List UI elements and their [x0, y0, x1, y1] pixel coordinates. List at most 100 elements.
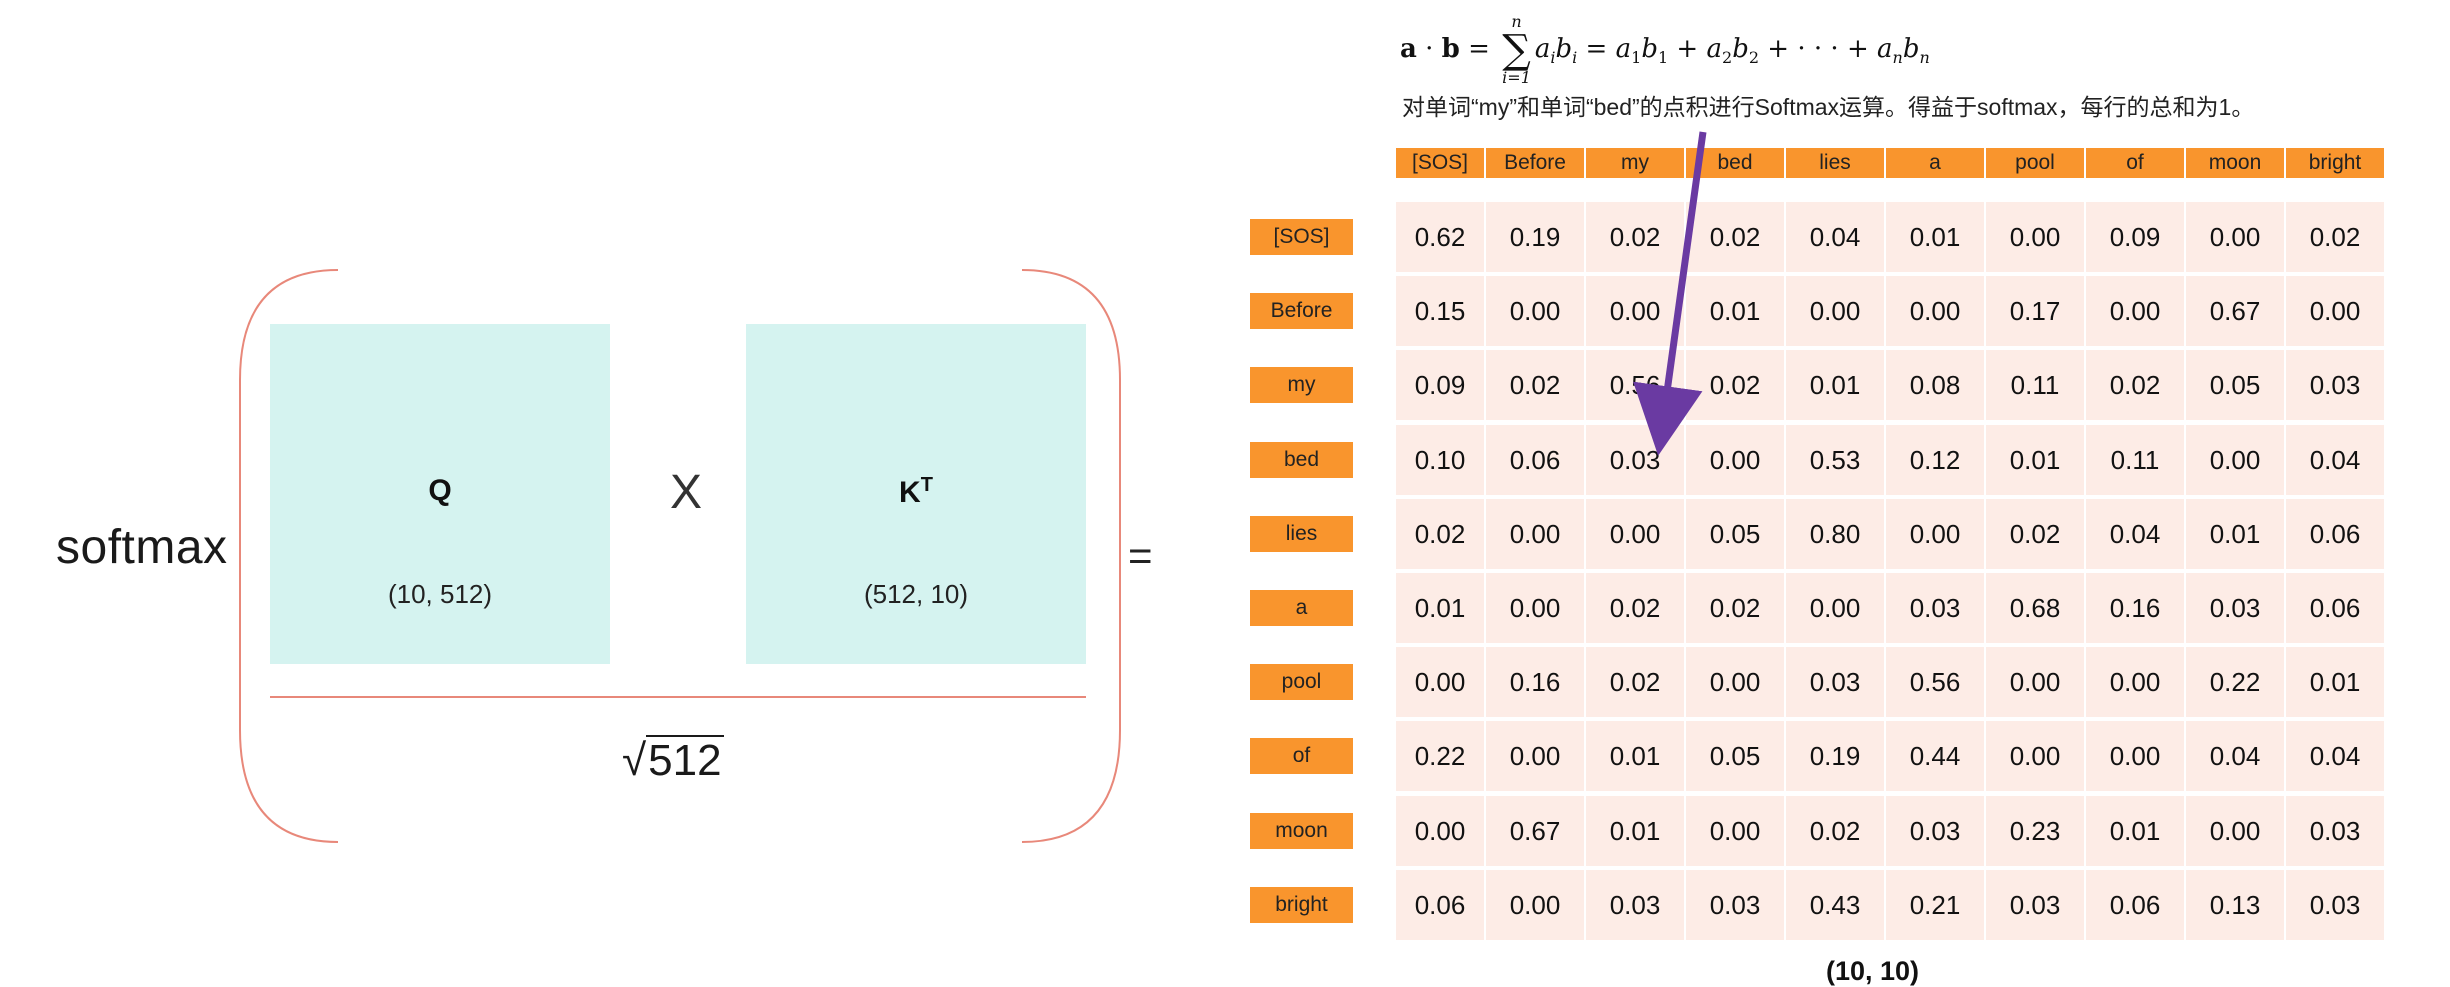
- table-cell: 0.03: [1886, 795, 1984, 866]
- table-cell: 0.09: [1396, 350, 1484, 421]
- table-cell: 0.08: [1886, 350, 1984, 421]
- table-cell: 0.11: [2086, 424, 2184, 495]
- table-cell: 0.06: [2286, 498, 2384, 569]
- table-cell: 0.03: [2286, 795, 2384, 866]
- table-cell: 0.03: [2186, 573, 2284, 643]
- table-cell: 0.03: [2286, 350, 2384, 421]
- sqrt-value: 512: [646, 735, 724, 785]
- table-cell: 0.00: [1396, 647, 1484, 718]
- table-cell: 0.03: [2286, 869, 2384, 940]
- summation-icon: n ∑ i=1: [1502, 12, 1531, 87]
- table-cell: 0.04: [2086, 498, 2184, 569]
- table-cell: 0.05: [2186, 350, 2284, 421]
- row-header: [SOS]: [1250, 219, 1353, 255]
- table-cell: 0.00: [1486, 573, 1584, 643]
- table-cell: 0.00: [2086, 276, 2184, 347]
- table-cell: 0.02: [2086, 350, 2184, 421]
- table-cell: 0.44: [1886, 721, 1984, 792]
- table-cell: 0.67: [1486, 795, 1584, 866]
- column-header: lies: [1786, 148, 1884, 178]
- row-header: moon: [1250, 812, 1353, 849]
- table-cell: 0.02: [1586, 647, 1684, 718]
- key-matrix-label: KT: [746, 474, 1086, 510]
- table-cell: 0.68: [1986, 573, 2084, 643]
- table-cell: 0.22: [1396, 721, 1484, 792]
- table-cell: 0.19: [1486, 202, 1584, 272]
- table-cell: 0.02: [1786, 795, 1884, 866]
- row-header: bed: [1250, 441, 1353, 478]
- table-cell: 0.03: [1986, 869, 2084, 940]
- table-cell: 0.06: [2086, 869, 2184, 940]
- table-cell: 0.05: [1686, 498, 1784, 569]
- table-cell: 0.01: [1686, 276, 1784, 347]
- row-header: of: [1250, 738, 1353, 775]
- query-matrix: Q (10, 512): [270, 324, 610, 664]
- table-cell: 0.00: [2186, 202, 2284, 272]
- table-cell: 0.02: [1686, 202, 1784, 272]
- table-cell: 0.00: [1886, 498, 1984, 569]
- table-cell: 0.04: [1786, 202, 1884, 272]
- table-cell: 0.17: [1986, 276, 2084, 347]
- sqrt-icon: √: [622, 736, 647, 785]
- table-cell: 0.02: [1686, 350, 1784, 421]
- table-cell: 0.00: [1986, 721, 2084, 792]
- table-cell: 0.03: [1786, 647, 1884, 718]
- table-cell: 0.21: [1886, 869, 1984, 940]
- table-cell: 0.56: [1886, 647, 1984, 718]
- table-cell: 0.00: [1986, 647, 2084, 718]
- table-cell: 0.04: [2286, 721, 2384, 792]
- dot-product-formula: a · b = n ∑ i=1 aibi = a1b1 + a2b2 + · · · …: [1400, 12, 1930, 87]
- table-cell: 0.05: [1686, 721, 1784, 792]
- table-cell: 0.00: [2186, 424, 2284, 495]
- table-cell: 0.04: [2186, 721, 2284, 792]
- table-cell: 0.01: [1586, 721, 1684, 792]
- table-cell: 0.01: [2186, 498, 2284, 569]
- table-cell: 0.00: [1986, 202, 2084, 272]
- column-header: moon: [2186, 148, 2284, 178]
- row-header: lies: [1250, 515, 1353, 552]
- table-cell: 0.00: [1786, 276, 1884, 347]
- table-cell: 0.02: [1586, 573, 1684, 643]
- table-cell: 0.11: [1986, 350, 2084, 421]
- equals-sign: =: [1128, 532, 1153, 579]
- table-cell: 0.13: [2186, 869, 2284, 940]
- table-cell: 0.00: [1686, 647, 1784, 718]
- table-cell: 0.00: [1786, 573, 1884, 643]
- table-cell: 0.02: [1686, 573, 1784, 643]
- table-cell: 0.02: [1396, 498, 1484, 569]
- query-matrix-shape: (10, 512): [387, 579, 493, 609]
- result-shape: (10, 10): [1826, 956, 1920, 986]
- table-cell: 0.06: [2286, 573, 2384, 643]
- table-cell: 0.56: [1586, 350, 1684, 421]
- table-cell: 0.01: [1786, 350, 1884, 421]
- table-cell: 0.12: [1886, 424, 1984, 495]
- multiply-sign: X: [670, 466, 703, 519]
- table-cell: 0.67: [2186, 276, 2284, 347]
- table-cell: 0.16: [2086, 573, 2184, 643]
- table-cell: 0.19: [1786, 721, 1884, 792]
- table-cell: 0.15: [1396, 276, 1484, 347]
- query-matrix-label: Q: [428, 474, 452, 507]
- table-cell: 0.01: [2286, 647, 2384, 718]
- table-cell: 0.00: [1586, 498, 1684, 569]
- sqrt-denominator: √512: [622, 735, 724, 786]
- table-cell: 0.00: [1686, 795, 1784, 866]
- key-matrix-shape: (512, 10): [863, 579, 969, 609]
- key-matrix-letter: K: [899, 476, 921, 509]
- table-cell: 0.02: [1486, 350, 1584, 421]
- column-header: bright: [2286, 148, 2384, 178]
- table-cell: 0.00: [2186, 795, 2284, 866]
- table-cell: 0.06: [1396, 869, 1484, 940]
- row-header: pool: [1250, 664, 1353, 701]
- table-cell: 0.43: [1786, 869, 1884, 940]
- table-cell: 0.03: [1586, 869, 1684, 940]
- table-cell: 0.00: [1586, 276, 1684, 347]
- table-cell: 0.62: [1396, 202, 1484, 272]
- table-cell: 0.01: [2086, 795, 2184, 866]
- row-header: my: [1250, 367, 1353, 404]
- row-header: Before: [1250, 293, 1353, 330]
- table-cell: 0.06: [1486, 424, 1584, 495]
- table-cell: 0.03: [1886, 573, 1984, 643]
- column-header: a: [1886, 148, 1984, 178]
